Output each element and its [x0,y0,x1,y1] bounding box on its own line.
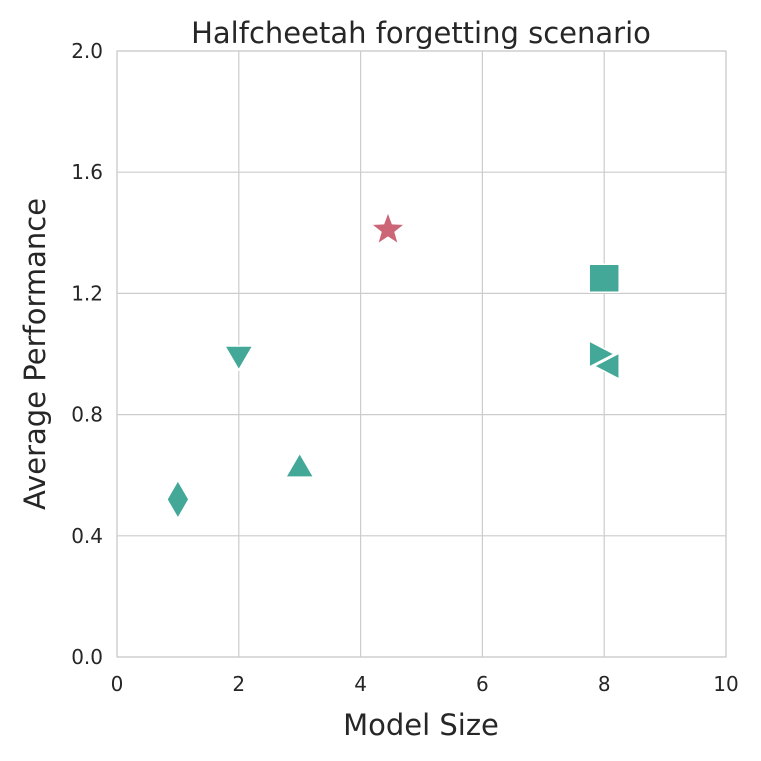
x-tick-label: 6 [476,672,489,696]
triangle-down-point [223,345,255,372]
triangle-up-point [284,451,316,478]
plot-frame [116,50,727,658]
chart-title: Halfcheetah forgetting scenario [191,16,651,50]
y-tick-labels: 0.0 0.4 0.8 1.2 1.6 2.0 [71,39,103,669]
data-markers [166,209,620,520]
triangle-right-point [588,339,616,369]
x-tick-label: 10 [713,672,738,696]
square-point [588,263,620,293]
y-tick-label: 2.0 [71,39,103,63]
x-tick-label: 2 [232,672,245,696]
y-tick-label: 0.4 [71,524,103,548]
triangle-left-point [592,351,620,381]
x-tick-labels: 0 2 4 6 8 10 [111,672,739,696]
x-tick-label: 0 [111,672,124,696]
y-tick-label: 0.0 [71,645,103,669]
x-tick-label: 8 [598,672,611,696]
x-tick-label: 4 [354,672,367,696]
y-axis-title: Average Performance [18,198,52,510]
y-tick-label: 0.8 [71,403,103,427]
x-axis-title: Model Size [343,708,499,742]
star-point [368,209,408,247]
y-tick-label: 1.2 [71,281,103,305]
y-tick-label: 1.6 [71,160,103,184]
diamond-point [166,478,190,520]
